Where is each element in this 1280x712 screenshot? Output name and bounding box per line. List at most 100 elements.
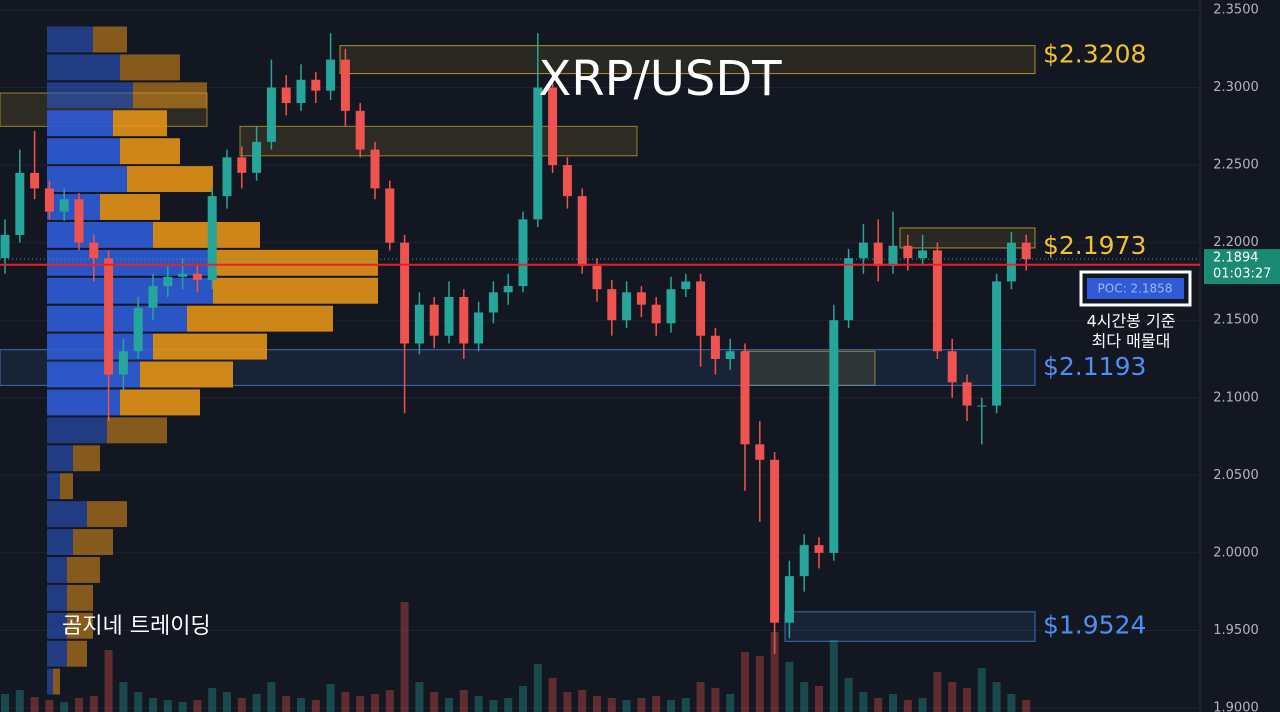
candle-body: [192, 273, 202, 280]
y-tick-label: 2.1000: [1213, 390, 1259, 405]
candle-body: [370, 149, 380, 189]
chart-title: XRP/USDT: [538, 51, 782, 107]
volume-bar: [889, 694, 897, 712]
volume-bar: [326, 684, 335, 712]
current-price: 2.1894: [1213, 251, 1259, 266]
volume-bar: [563, 692, 572, 712]
volume-bar: [681, 698, 690, 712]
volume-bar: [282, 696, 291, 712]
profile-buy-bar: [47, 640, 67, 667]
candle-body: [414, 304, 424, 344]
profile-sell-bar: [67, 640, 87, 667]
candle-body: [385, 188, 395, 243]
volume-bar: [992, 682, 1001, 712]
volume-bar: [859, 692, 868, 712]
volume-bar: [770, 632, 779, 712]
profile-buy-bar: [47, 445, 73, 472]
profile-sell-bar: [127, 166, 213, 193]
candle-body: [607, 289, 617, 321]
candle-body: [636, 292, 646, 305]
profile-sell-bar: [87, 501, 127, 528]
profile-sell-bar: [120, 138, 180, 165]
volume-bar: [607, 698, 616, 712]
volume-bar: [208, 688, 217, 712]
profile-sell-bar: [93, 26, 127, 53]
volume-bar: [1, 694, 9, 712]
candle-body: [725, 351, 735, 359]
volume-bar: [341, 692, 350, 712]
candle-body: [74, 199, 84, 243]
volume-bar: [223, 692, 231, 712]
candle-body: [873, 242, 883, 266]
volume-bar: [104, 650, 113, 712]
candle-body: [562, 165, 572, 197]
candle-body: [533, 87, 543, 220]
volume-bar: [134, 692, 143, 712]
poc-label: POC: 2.1858: [1098, 282, 1173, 296]
candle-body: [488, 292, 498, 313]
volume-bar: [415, 682, 424, 712]
profile-buy-bar: [47, 277, 213, 304]
candle-body: [59, 199, 69, 212]
y-tick-label: 2.1500: [1213, 313, 1259, 328]
volume-bar: [237, 698, 246, 712]
volume-bar: [356, 696, 365, 712]
profile-buy-bar: [47, 612, 67, 639]
candle-body: [740, 351, 750, 445]
profile-buy-bar: [47, 110, 113, 137]
level-zone: [784, 611, 1036, 642]
volume-bar: [252, 694, 261, 712]
volume-bar: [149, 698, 157, 712]
level-zone: [339, 45, 1036, 75]
candle-body: [355, 110, 365, 150]
profile-buy-bar: [47, 417, 107, 444]
profile-sell-bar: [73, 445, 100, 472]
y-tick-label: 2.2500: [1213, 158, 1259, 173]
candle-body: [0, 234, 10, 259]
candle-body: [326, 59, 336, 91]
candle-body: [858, 242, 868, 259]
volume-bar: [1022, 700, 1031, 712]
candle-body: [962, 382, 972, 406]
profile-sell-bar: [67, 584, 93, 611]
profile-buy-bar: [47, 584, 67, 611]
profile-buy-bar: [47, 54, 120, 81]
candle-body: [755, 444, 765, 460]
volume-bar: [1007, 694, 1016, 712]
profile-sell-bar: [140, 361, 233, 388]
volume-bar: [726, 694, 735, 712]
volume-bar: [75, 698, 83, 712]
profile-buy-bar: [47, 138, 120, 165]
profile-buy-bar: [47, 194, 100, 220]
profile-sell-bar: [107, 417, 167, 444]
candle-body: [622, 292, 632, 321]
volume-bar: [489, 700, 498, 712]
volume-bar: [622, 700, 631, 712]
candle-body: [89, 242, 99, 259]
candle-body: [133, 307, 143, 352]
level-label: $1.9524: [1043, 611, 1146, 640]
volume-bar: [15, 690, 24, 712]
countdown: 01:03:27: [1213, 267, 1271, 282]
candle-body: [252, 141, 262, 173]
volume-bar: [918, 698, 927, 712]
candle-body: [104, 258, 114, 375]
volume-bar: [933, 672, 942, 712]
profile-sell-bar: [120, 389, 200, 416]
profile-buy-bar: [47, 529, 73, 555]
profile-sell-bar: [67, 612, 93, 639]
volume-bar: [400, 602, 409, 712]
y-tick-label: 2.2000: [1213, 235, 1259, 250]
volume-bar: [89, 696, 98, 712]
volume-bar: [844, 678, 853, 712]
poc-note: 최다 매물대: [1092, 332, 1171, 351]
candle-body: [30, 172, 40, 189]
volume-bar: [785, 662, 794, 712]
volume-bar: [578, 690, 587, 712]
volume-bar: [445, 698, 453, 712]
candle-body: [222, 157, 232, 197]
volume-bar: [459, 690, 468, 712]
volume-bar: [30, 697, 39, 712]
volume-bar: [667, 700, 675, 712]
candle-body: [592, 265, 602, 290]
